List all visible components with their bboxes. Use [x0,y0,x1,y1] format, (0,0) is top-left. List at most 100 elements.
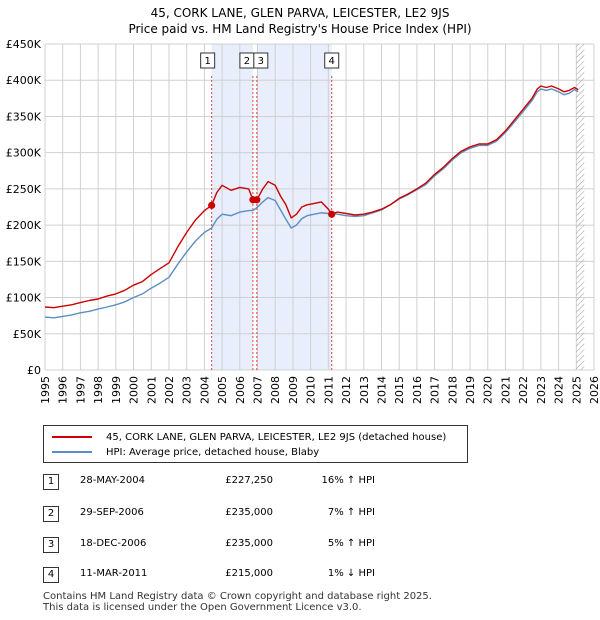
x-tick-label: 2011 [322,376,335,404]
sale-label-text: 1 [204,56,210,67]
x-tick-label: 2018 [446,376,459,404]
axes: £0 £50K £100K £150K £200K £250K £300K £350K £400… [6,38,600,404]
sale-point [208,201,216,209]
future-hatch [576,44,585,370]
x-tick-label: 1998 [92,376,105,404]
sale-point [328,210,336,218]
shaded-periods [211,44,332,370]
sale-points [208,196,336,218]
hpi-line [44,88,579,319]
transaction-row: 2 29-SEP-2006 £235,000 7% ↑ HPI [43,506,443,522]
shaded-period [211,44,253,370]
transaction-row: 3 18-DEC-2006 £235,000 5% ↑ HPI [43,537,443,553]
x-tick-label: 2001 [145,376,158,404]
y-tick-label: £450K [6,38,42,51]
x-tick-label: 2004 [198,376,211,404]
y-tick-label: £50K [13,328,42,341]
transaction-hpi: 1% ↓ HPI [327,568,375,579]
x-tick-label: 2006 [234,376,247,404]
x-tick-label: 2013 [358,376,371,404]
footer-licence: This data is licensed under the Open Gov… [43,602,362,613]
legend-swatch-hpi [52,451,92,453]
y-tick-label: £100K [6,292,42,305]
transaction-date: 28-MAY-2004 [80,475,146,486]
transaction-row: 1 28-MAY-2004 £227,250 16% ↑ HPI [43,474,443,490]
transaction-date: 18-DEC-2006 [80,538,147,549]
transaction-number: 3 [43,537,59,553]
sale-point [253,196,261,204]
x-tick-label: 2017 [429,376,442,404]
x-tick-label: 2025 [570,376,583,404]
x-tick-label: 2012 [340,376,353,404]
x-tick-label: 2022 [517,376,530,404]
x-tick-label: 2009 [287,376,300,404]
future-hatch-region [576,44,585,370]
y-tick-label: £200K [6,219,42,232]
sale-label-text: 2 [244,56,250,67]
x-tick-label: 2002 [163,376,176,404]
shaded-period [256,44,332,370]
transaction-price: £215,000 [225,568,273,579]
x-tick-label: 2015 [393,376,406,404]
x-tick-label: 2026 [588,376,600,404]
y-tick-label: £350K [6,110,42,123]
sale-label-box [253,52,269,69]
legend-swatch-property [52,436,92,438]
x-tick-label: 2007 [252,376,265,404]
transaction-hpi: 16% ↑ HPI [321,475,375,486]
legend-item-hpi: HPI: Average price, detached house, Blab… [52,445,319,459]
legend-label-hpi: HPI: Average price, detached house, Blab… [106,446,320,458]
y-tick-label: £150K [6,255,42,268]
x-tick-label: 1995 [39,376,52,404]
x-tick-label: 2024 [553,376,566,404]
x-tick-label: 2000 [128,376,141,404]
transaction-hpi: 5% ↑ HPI [327,538,375,549]
x-tick-label: 1996 [57,376,70,404]
x-tick-label: 2023 [535,376,548,404]
transaction-hpi: 7% ↑ HPI [327,507,375,518]
sale-label-box [324,52,340,69]
legend: 45, CORK LANE, GLEN PARVA, LEICESTER, LE… [43,425,468,463]
x-tick-label: 2020 [482,376,495,404]
transaction-number: 1 [43,474,59,490]
sale-label: 2 [239,52,255,69]
x-tick-label: 2010 [305,376,318,404]
property-price-line [44,85,579,309]
transaction-date: 11-MAR-2011 [80,568,148,579]
x-tick-label: 2021 [499,376,512,404]
x-tick-label: 2005 [216,376,229,404]
transaction-number: 4 [43,567,59,583]
x-tick-label: 2008 [269,376,282,404]
sale-label: 4 [324,52,340,69]
y-tick-label: £300K [6,147,42,160]
series-lines [44,85,579,319]
transaction-price: £235,000 [225,538,273,549]
legend-label-property: 45, CORK LANE, GLEN PARVA, LEICESTER, LE… [106,431,447,443]
y-tick-label: £400K [6,74,42,87]
x-tick-label: 2019 [464,376,477,404]
transaction-date: 29-SEP-2006 [80,507,144,518]
sale-label-text: 3 [258,56,264,67]
sale-label: 3 [253,52,269,69]
sale-label-text: 4 [329,56,335,67]
footer-copyright: Contains HM Land Registry data © Crown c… [43,591,432,602]
x-tick-label: 1997 [74,376,87,404]
y-tick-label: £0 [27,364,41,377]
transaction-row: 4 11-MAR-2011 £215,000 1% ↓ HPI [43,567,443,583]
x-tick-label: 2016 [411,376,424,404]
x-tick-label: 1999 [110,376,123,404]
sale-label-box [200,52,216,69]
chart-title: 45, CORK LANE, GLEN PARVA, LEICESTER, LE… [150,6,450,20]
chart-subtitle: Price paid vs. HM Land Registry's House … [128,22,472,36]
sale-label: 1 [200,52,216,69]
transaction-number: 2 [43,506,59,522]
transaction-price: £235,000 [225,507,273,518]
y-tick-label: £250K [6,183,42,196]
legend-item-property: 45, CORK LANE, GLEN PARVA, LEICESTER, LE… [52,430,446,444]
transaction-price: £227,250 [225,475,273,486]
grid [44,43,595,371]
sale-marker-lines [211,76,333,370]
x-tick-label: 2014 [375,376,388,404]
